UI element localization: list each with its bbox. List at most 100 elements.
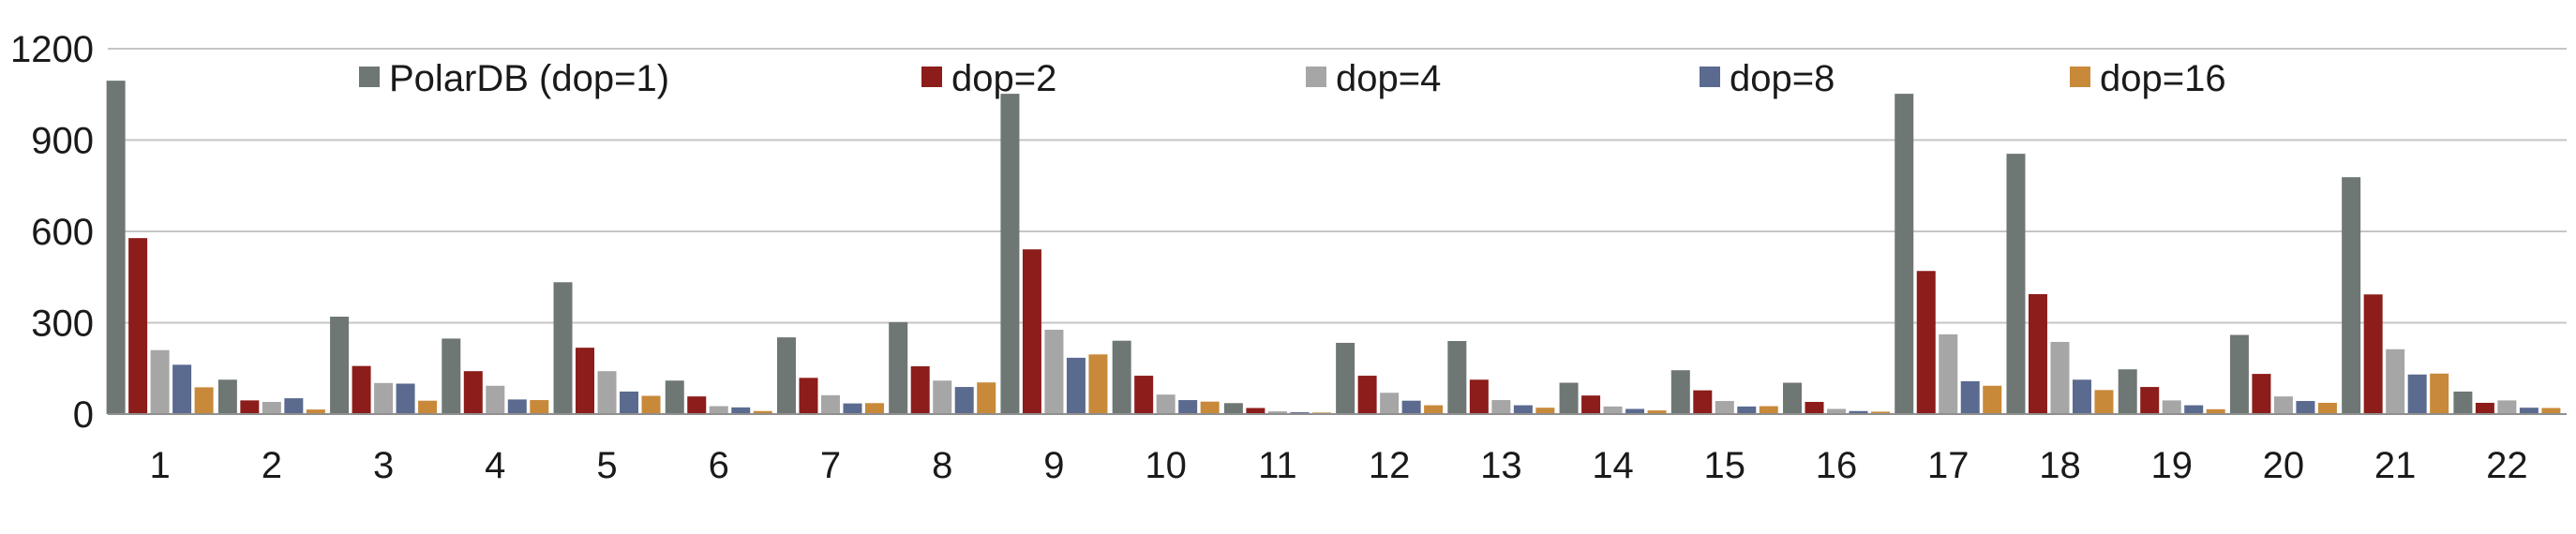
bar: [1469, 379, 1489, 414]
bar: [2072, 379, 2091, 414]
bar: [2140, 387, 2160, 414]
bar: [889, 321, 908, 414]
bar: [1559, 382, 1579, 414]
bar: [1066, 357, 1086, 414]
bar: [2541, 408, 2561, 414]
bar: [1783, 382, 1803, 414]
bar: [776, 337, 796, 414]
bar: [843, 403, 862, 414]
bar: [2006, 154, 2026, 414]
bar: [2094, 390, 2114, 414]
bar: [2317, 402, 2337, 414]
bar: [2363, 294, 2383, 414]
bar: [1827, 408, 1847, 414]
bar: [1112, 340, 1131, 414]
y-tick-label: 600: [31, 212, 94, 253]
bar: [1267, 411, 1287, 414]
bar: [1380, 393, 1400, 414]
bar: [1156, 394, 1176, 414]
bar: [977, 382, 996, 414]
x-tick-label: 10: [1145, 445, 1187, 486]
x-tick-label: 2: [262, 445, 282, 486]
x-tick-label: 13: [1480, 445, 1522, 486]
bar: [240, 400, 260, 414]
bar: [2386, 349, 2405, 414]
x-tick-label: 15: [1704, 445, 1746, 486]
bar: [753, 410, 772, 414]
bar: [910, 365, 930, 414]
bar: [1424, 405, 1444, 414]
bar: [1044, 329, 1064, 414]
bar: [1401, 400, 1421, 414]
bar: [217, 379, 237, 414]
bar: [1960, 380, 1980, 414]
x-tick-label: 4: [485, 445, 505, 486]
legend-label: dop=4: [1336, 58, 1441, 99]
y-tick-label: 1200: [10, 29, 94, 70]
bar: [1000, 94, 1020, 414]
legend-label: PolarDB (dop=1): [389, 58, 669, 99]
bar: [954, 387, 974, 414]
bar: [1088, 354, 1108, 414]
bar: [150, 349, 170, 414]
x-tick-label: 7: [820, 445, 841, 486]
x-tick-label: 18: [2039, 445, 2081, 486]
y-tick-labels: 0 300 600 900 1200: [10, 29, 94, 436]
bar: [799, 378, 818, 414]
x-tick-label: 5: [596, 445, 617, 486]
bar: [2497, 400, 2517, 414]
bar: [933, 380, 952, 414]
bar: [1134, 376, 1154, 414]
legend: PolarDB (dop=1) dop=2 dop=4 dop=8 dop=16: [359, 58, 2226, 99]
bar: [2475, 402, 2494, 414]
bar: [1581, 395, 1601, 414]
bar: [1491, 400, 1511, 414]
bar: [2028, 293, 2047, 414]
y-tick-label: 300: [31, 304, 94, 345]
bar: [709, 406, 728, 414]
bar: [374, 382, 394, 414]
x-tick-label: 12: [1369, 445, 1411, 486]
bar: [2118, 369, 2137, 414]
legend-swatch: [1306, 67, 1326, 87]
bar: [1447, 341, 1467, 414]
bar: [1759, 406, 1778, 414]
bar: [2407, 374, 2427, 414]
bar: [1983, 385, 2002, 414]
bar: [1513, 405, 1533, 414]
bar: [620, 391, 639, 414]
y-tick-label: 0: [73, 394, 94, 436]
x-tick-label: 3: [373, 445, 394, 486]
bar: [1715, 401, 1734, 414]
bar: [530, 400, 549, 414]
y-tick-label: 900: [31, 121, 94, 162]
legend-swatch: [359, 67, 380, 87]
bar: [1895, 94, 1914, 414]
x-tick-labels: 1 2 3 4 5 6 7 8 9 10 11 12 13 14 15 16 17 18 19 20 21 22: [149, 445, 2527, 486]
bar: [284, 398, 304, 414]
bars: [106, 81, 2561, 414]
bar: [507, 399, 527, 414]
gridlines: [108, 48, 2567, 324]
legend-label: dop=8: [1730, 58, 1835, 99]
bar: [1200, 401, 1220, 414]
bar: [128, 238, 148, 414]
bar: [2273, 396, 2293, 414]
bar: [597, 371, 617, 414]
bar: [1336, 342, 1355, 414]
bar: [418, 400, 438, 414]
bar: [172, 364, 192, 414]
bar: [576, 348, 595, 414]
bar: [2430, 373, 2449, 414]
bar: [330, 317, 350, 414]
legend-swatch: [921, 67, 942, 87]
bar: [1022, 249, 1041, 414]
bar: [2206, 408, 2225, 414]
x-tick-label: 17: [1927, 445, 1969, 486]
bar: [262, 402, 281, 414]
x-tick-label: 9: [1043, 445, 1064, 486]
bar: [1647, 410, 1667, 414]
legend-swatch: [1700, 67, 1720, 87]
bar: [352, 365, 371, 414]
